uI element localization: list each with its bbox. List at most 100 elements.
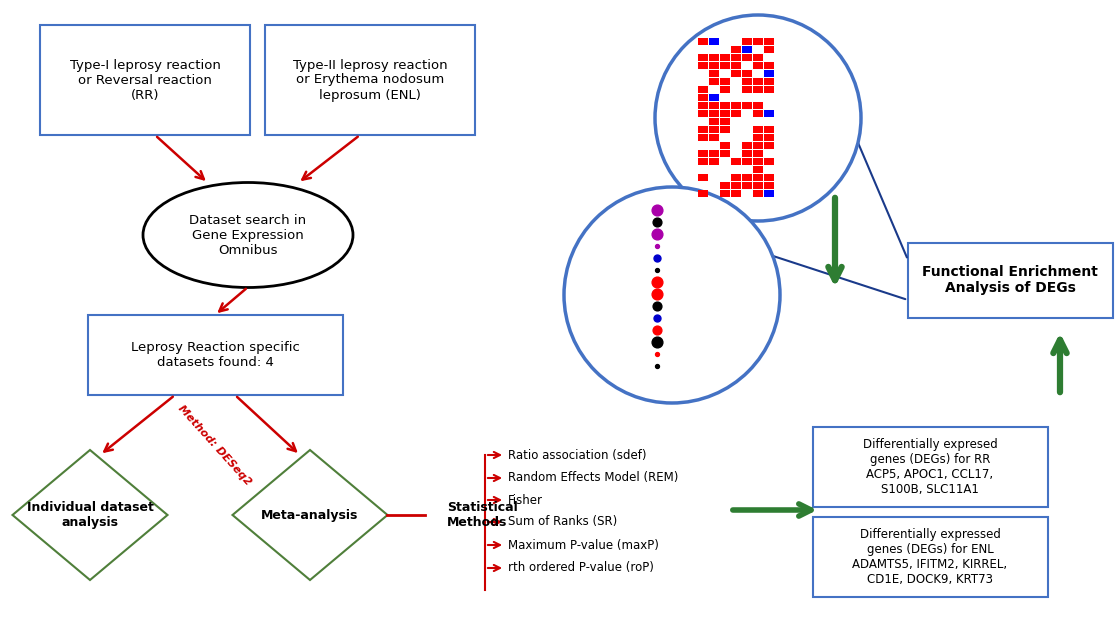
Bar	[753, 174, 763, 181]
Bar	[764, 38, 774, 45]
Bar	[720, 182, 730, 189]
Text: rth ordered P-value (roP): rth ordered P-value (roP)	[508, 562, 653, 575]
Bar	[753, 190, 763, 197]
FancyBboxPatch shape	[40, 25, 250, 135]
Bar	[698, 94, 708, 101]
Bar	[698, 150, 708, 157]
Bar	[742, 46, 752, 53]
Bar	[709, 110, 720, 117]
Bar	[742, 182, 752, 189]
Bar	[731, 174, 741, 181]
Bar	[720, 190, 730, 197]
Bar	[720, 62, 730, 69]
Text: Differentially expresed
genes (DEGs) for RR
ACP5, APOC1, CCL17,
S100B, SLC11A1: Differentially expresed genes (DEGs) for…	[863, 438, 997, 496]
Bar	[753, 126, 763, 133]
Bar	[720, 78, 730, 85]
Bar	[698, 86, 708, 93]
Bar	[753, 150, 763, 157]
Polygon shape	[233, 450, 387, 580]
Text: Type-II leprosy reaction
or Erythema nodosum
leprosum (ENL): Type-II leprosy reaction or Erythema nod…	[293, 59, 448, 102]
Bar	[753, 78, 763, 85]
Bar	[764, 190, 774, 197]
Point	[648, 205, 666, 215]
Point	[648, 313, 666, 323]
Text: Fisher: Fisher	[508, 494, 543, 507]
Bar	[764, 70, 774, 77]
Text: Sum of Ranks (SR): Sum of Ranks (SR)	[508, 515, 618, 529]
Bar	[720, 102, 730, 109]
Bar	[709, 150, 720, 157]
Point	[648, 289, 666, 299]
FancyBboxPatch shape	[812, 517, 1047, 597]
Text: Leprosy Reaction specific
datasets found: 4: Leprosy Reaction specific datasets found…	[131, 341, 300, 369]
Bar	[709, 70, 720, 77]
Bar	[753, 134, 763, 141]
Bar	[753, 158, 763, 165]
Bar	[720, 86, 730, 93]
Bar	[753, 182, 763, 189]
Bar	[753, 62, 763, 69]
Bar	[753, 86, 763, 93]
Bar	[698, 110, 708, 117]
Point	[648, 301, 666, 311]
Bar	[709, 126, 720, 133]
Bar	[709, 78, 720, 85]
Bar	[720, 54, 730, 61]
Point	[648, 265, 666, 275]
Bar	[753, 166, 763, 173]
Bar	[709, 38, 720, 45]
Bar	[698, 62, 708, 69]
Bar	[731, 102, 741, 109]
Point	[648, 229, 666, 239]
Bar	[764, 110, 774, 117]
Bar	[698, 102, 708, 109]
Bar	[709, 158, 720, 165]
Bar	[764, 86, 774, 93]
Text: Method: DESeq2: Method: DESeq2	[177, 403, 254, 487]
Bar	[731, 46, 741, 53]
Ellipse shape	[143, 182, 352, 288]
Circle shape	[564, 187, 780, 403]
Text: Random Effects Model (REM): Random Effects Model (REM)	[508, 472, 678, 484]
Bar	[731, 110, 741, 117]
Bar	[731, 182, 741, 189]
Point	[648, 361, 666, 371]
Bar	[709, 54, 720, 61]
Point	[648, 325, 666, 335]
Bar	[742, 150, 752, 157]
Bar	[709, 134, 720, 141]
Bar	[742, 102, 752, 109]
Bar	[720, 142, 730, 149]
Bar	[720, 118, 730, 125]
Text: Meta-analysis: Meta-analysis	[262, 509, 359, 522]
Bar	[709, 62, 720, 69]
Bar	[753, 142, 763, 149]
FancyBboxPatch shape	[812, 427, 1047, 507]
Bar	[742, 86, 752, 93]
Bar	[731, 70, 741, 77]
Text: Differentially expressed
genes (DEGs) for ENL
ADAMTS5, IFITM2, KIRREL,
CD1E, DOC: Differentially expressed genes (DEGs) fo…	[853, 528, 1007, 586]
Text: Individual dataset
analysis: Individual dataset analysis	[27, 501, 153, 529]
Bar	[720, 126, 730, 133]
Bar	[731, 62, 741, 69]
Bar	[764, 182, 774, 189]
Bar	[753, 110, 763, 117]
Bar	[753, 38, 763, 45]
Bar	[753, 54, 763, 61]
Bar	[698, 54, 708, 61]
Bar	[764, 62, 774, 69]
Point	[648, 349, 666, 359]
Bar	[742, 70, 752, 77]
Text: Maximum P-value (maxP): Maximum P-value (maxP)	[508, 539, 659, 552]
Bar	[731, 190, 741, 197]
Text: Type-I leprosy reaction
or Reversal reaction
(RR): Type-I leprosy reaction or Reversal reac…	[69, 59, 220, 102]
Bar	[764, 78, 774, 85]
Bar	[709, 118, 720, 125]
Point	[648, 241, 666, 251]
Bar	[698, 134, 708, 141]
Point	[648, 337, 666, 347]
Bar	[742, 174, 752, 181]
Bar	[742, 38, 752, 45]
Point	[648, 277, 666, 287]
Bar	[731, 54, 741, 61]
